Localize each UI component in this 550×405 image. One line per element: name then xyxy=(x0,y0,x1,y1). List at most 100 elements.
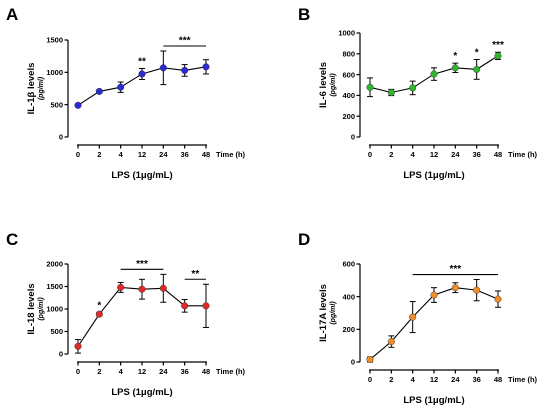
y-tick-label: 0 xyxy=(351,358,355,367)
significance-label: *** xyxy=(179,35,191,46)
y-axis-title: IL-18 levels xyxy=(26,283,37,334)
x-axis-title: LPS (1μg/mL) xyxy=(403,395,464,405)
x-tick-label: 2 xyxy=(97,150,101,159)
y-axis-unit: (pg/ml) xyxy=(38,297,45,321)
panel-letter: C xyxy=(6,230,18,249)
x-tick-label: 2 xyxy=(389,150,393,159)
data-point xyxy=(430,291,438,299)
data-point xyxy=(74,101,82,109)
y-tick-label: 1500 xyxy=(46,282,63,291)
x-tick-label: 4 xyxy=(119,367,124,376)
y-tick-label: 1000 xyxy=(338,29,355,38)
time-axis-label: Time (h) xyxy=(216,150,246,159)
y-tick-label: 1500 xyxy=(46,36,63,45)
y-axis-title: IL-17A levels xyxy=(318,284,329,342)
data-point xyxy=(409,313,417,321)
x-tick-label: 24 xyxy=(451,150,460,159)
y-tick-label: 2000 xyxy=(46,260,63,269)
y-tick-label: 0 xyxy=(59,350,63,359)
data-point xyxy=(366,83,374,91)
y-axis-title: IL-6 levels xyxy=(318,62,329,108)
data-point xyxy=(159,284,167,292)
y-tick-label: 500 xyxy=(50,327,63,336)
data-point xyxy=(159,64,167,72)
x-tick-label: 0 xyxy=(76,367,80,376)
x-tick-label: 2 xyxy=(389,375,393,384)
data-point xyxy=(202,302,210,310)
y-tick-label: 600 xyxy=(342,70,355,79)
significance-label: *** xyxy=(136,259,148,270)
time-axis-label: Time (h) xyxy=(508,150,538,159)
x-tick-label: 48 xyxy=(494,150,502,159)
significance-label: * xyxy=(475,48,479,59)
data-point xyxy=(409,84,417,92)
y-tick-label: 0 xyxy=(59,133,63,142)
data-point xyxy=(387,338,395,346)
data-point xyxy=(74,342,82,350)
x-tick-label: 48 xyxy=(202,367,210,376)
data-point xyxy=(181,302,189,310)
data-point xyxy=(430,70,438,78)
y-axis-unit: (pg/ml) xyxy=(330,73,337,97)
time-axis-label: Time (h) xyxy=(508,375,538,384)
data-point xyxy=(494,52,502,60)
x-tick-label: 2 xyxy=(97,367,101,376)
x-tick-label: 4 xyxy=(411,150,416,159)
y-tick-label: 0 xyxy=(351,133,355,142)
data-point xyxy=(95,87,103,95)
data-point xyxy=(473,65,481,73)
y-tick-label: 600 xyxy=(342,260,355,269)
x-tick-label: 12 xyxy=(430,150,438,159)
data-point xyxy=(138,70,146,78)
data-point xyxy=(95,310,103,318)
x-tick-label: 12 xyxy=(138,367,146,376)
x-axis-title: LPS (1μg/mL) xyxy=(111,387,172,398)
y-tick-label: 200 xyxy=(342,325,355,334)
x-tick-label: 12 xyxy=(138,150,146,159)
y-tick-label: 1000 xyxy=(46,68,63,77)
data-point xyxy=(117,83,125,91)
y-tick-label: 400 xyxy=(342,91,355,100)
x-tick-label: 24 xyxy=(451,375,460,384)
x-tick-label: 36 xyxy=(472,375,480,384)
y-tick-label: 500 xyxy=(50,100,63,109)
panel-letter: A xyxy=(6,5,18,24)
significance-label: *** xyxy=(492,40,504,51)
y-tick-label: 800 xyxy=(342,50,355,59)
panel-letter: B xyxy=(298,5,310,24)
y-tick-label: 400 xyxy=(342,292,355,301)
x-tick-label: 0 xyxy=(76,150,80,159)
data-point xyxy=(473,286,481,294)
x-tick-label: 24 xyxy=(159,150,168,159)
x-tick-label: 36 xyxy=(180,367,188,376)
x-tick-label: 0 xyxy=(368,150,372,159)
data-point xyxy=(117,283,125,291)
x-tick-label: 4 xyxy=(411,375,416,384)
significance-label: * xyxy=(453,51,457,62)
x-tick-label: 36 xyxy=(180,150,188,159)
data-point xyxy=(451,284,459,292)
data-point xyxy=(181,66,189,74)
significance-label: ** xyxy=(138,56,146,67)
panel-letter: D xyxy=(298,230,310,249)
y-axis-unit: (pg/ml) xyxy=(330,301,337,325)
y-axis-unit: (pg/ml) xyxy=(38,76,45,100)
significance-label: * xyxy=(97,300,101,311)
significance-label: *** xyxy=(449,264,461,275)
data-point xyxy=(451,64,459,72)
x-tick-label: 12 xyxy=(430,375,438,384)
x-axis-title: LPS (1μg/mL) xyxy=(111,170,172,181)
y-axis-title: IL-1β levels xyxy=(26,63,37,115)
x-tick-label: 48 xyxy=(494,375,502,384)
data-point xyxy=(202,63,210,71)
data-point xyxy=(387,88,395,96)
significance-label: ** xyxy=(191,269,199,280)
data-point xyxy=(138,285,146,293)
time-axis-label: Time (h) xyxy=(216,367,246,376)
x-tick-label: 0 xyxy=(368,375,372,384)
